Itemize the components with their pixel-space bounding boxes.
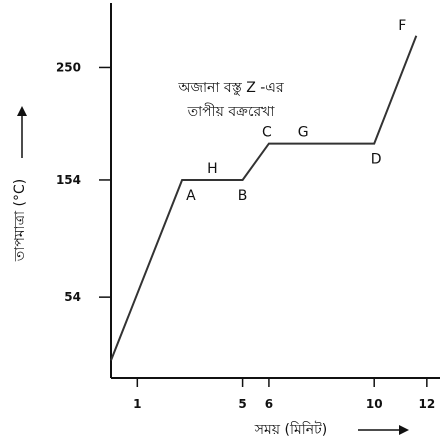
chart-title-line-2: তাপীয় বক্ররেখা (187, 103, 276, 120)
point-labels: A B C D F H G (186, 18, 406, 204)
point-label-b: B (238, 188, 248, 204)
x-tick-label: 12 (418, 397, 435, 411)
point-label-c: C (262, 125, 272, 141)
x-axis-title: সময় (মিনিট) (254, 421, 327, 438)
y-ticks: 54 154 250 (56, 60, 111, 304)
x-tick-label: 6 (265, 397, 273, 411)
x-axis-title-group: সময় (মিনিট) (254, 421, 409, 438)
x-tick-label: 1 (133, 397, 141, 411)
x-tick-label: 5 (238, 397, 246, 411)
point-label-d: D (371, 152, 382, 168)
y-axis-arrow-head (17, 106, 27, 116)
y-axis-title: তাপমাত্রা (°C) (12, 179, 28, 262)
axes (110, 3, 440, 379)
segment-label-g: G (298, 125, 309, 141)
x-tick-label: 10 (366, 397, 383, 411)
y-tick-label: 250 (56, 60, 81, 74)
chart-title-line-1: অজানা বস্তু Z -এর (177, 80, 284, 96)
segment-label-h: H (207, 161, 218, 177)
point-label-f: F (398, 18, 406, 34)
y-tick-label: 54 (64, 290, 81, 304)
y-axis-title-group: তাপমাত্রা (°C) (12, 106, 28, 262)
x-axis-arrow-head (399, 425, 409, 435)
heating-curve-line (110, 35, 418, 361)
series (110, 35, 418, 361)
chart-title: অজানা বস্তু Z -এর তাপীয় বক্ররেখা (177, 80, 284, 120)
x-ticks: 1 5 6 10 12 (133, 378, 435, 411)
point-label-a: A (186, 188, 196, 204)
y-tick-label: 154 (56, 173, 81, 187)
